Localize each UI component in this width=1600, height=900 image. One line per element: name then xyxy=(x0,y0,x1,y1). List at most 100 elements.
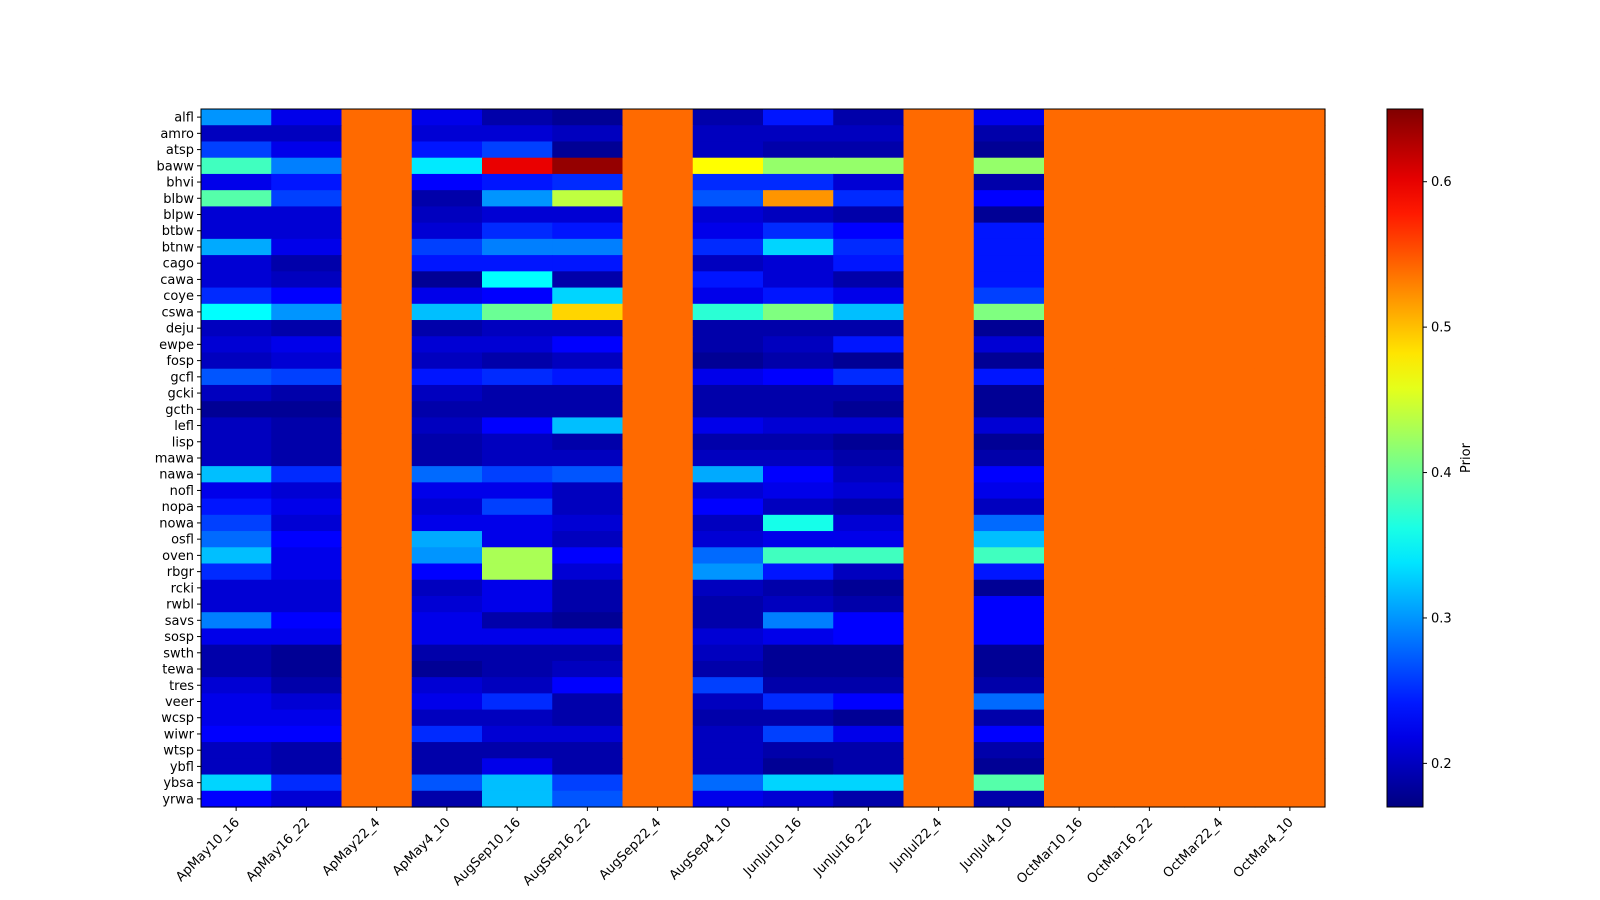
heatmap-cell xyxy=(411,514,483,532)
heatmap-cell xyxy=(271,401,343,419)
heatmap-cell xyxy=(201,173,272,191)
heatmap-cell xyxy=(552,563,624,581)
heatmap-cell xyxy=(341,303,413,321)
heatmap-cell xyxy=(1184,498,1256,516)
heatmap-cell xyxy=(1184,514,1256,532)
heatmap-cell xyxy=(973,368,1045,386)
heatmap-cell xyxy=(833,287,905,305)
heatmap-cell xyxy=(903,595,975,613)
colorbar-tick-label: 0.2 xyxy=(1431,757,1452,772)
heatmap-cell xyxy=(482,595,553,613)
heatmap-cell xyxy=(201,742,272,759)
heatmap-cell xyxy=(341,157,413,175)
heatmap-cell xyxy=(411,255,483,272)
heatmap-cell xyxy=(692,612,764,630)
heatmap-cell xyxy=(482,303,553,321)
heatmap-cell xyxy=(973,595,1045,613)
heatmap-cell xyxy=(1184,709,1256,727)
heatmap-cell xyxy=(1184,336,1256,354)
heatmap-cell xyxy=(1114,677,1186,694)
heatmap-cell xyxy=(271,677,343,694)
heatmap-cell xyxy=(973,758,1045,776)
heatmap-cell xyxy=(1254,547,1326,565)
colorbar-tick-label: 0.6 xyxy=(1431,175,1452,190)
heatmap-cell xyxy=(271,774,343,792)
heatmap-cell xyxy=(1044,109,1115,126)
heatmap-cell xyxy=(1114,368,1186,386)
heatmap-cell xyxy=(1044,238,1115,256)
heatmap-cell xyxy=(1254,336,1326,354)
colorbar-ticks: 0.2 0.3 0.4 0.5 0.6 xyxy=(1423,175,1452,772)
heatmap-cell xyxy=(1114,433,1186,451)
heatmap-cell xyxy=(903,271,975,289)
colorbar-gradient xyxy=(1386,108,1424,808)
heatmap-cell xyxy=(1254,482,1326,500)
heatmap-cell xyxy=(201,547,272,565)
heatmap-cell xyxy=(692,384,764,402)
heatmap-cell xyxy=(973,287,1045,305)
heatmap-cell xyxy=(692,222,764,240)
heatmap-cell xyxy=(271,612,343,630)
heatmap-cell xyxy=(833,725,905,743)
heatmap-cell xyxy=(1114,758,1186,776)
heatmap-cell xyxy=(903,417,975,435)
heatmap-cell xyxy=(271,595,343,613)
heatmap-cell xyxy=(692,482,764,500)
heatmap-cell xyxy=(833,579,905,597)
heatmap-cell xyxy=(1184,693,1256,711)
heatmap-cell xyxy=(903,449,975,467)
heatmap-cell xyxy=(1114,725,1186,743)
heatmap-cell xyxy=(552,190,624,207)
row-tick-label: wcsp xyxy=(161,711,194,726)
heatmap-cell xyxy=(622,238,694,256)
heatmap-cell xyxy=(763,742,834,759)
heatmap-cell xyxy=(201,579,272,597)
heatmap-cell xyxy=(763,660,834,678)
heatmap-cell xyxy=(1114,466,1186,483)
heatmap-cell xyxy=(903,368,975,386)
heatmap-cell xyxy=(622,206,694,224)
heatmap-cell xyxy=(552,595,624,613)
row-tick-label: tres xyxy=(169,679,194,694)
heatmap-cell xyxy=(201,693,272,711)
row-tick-label: baww xyxy=(157,159,195,174)
heatmap-cell xyxy=(903,628,975,646)
heatmap-cell xyxy=(833,320,905,337)
heatmap-cell xyxy=(903,157,975,175)
heatmap-cell xyxy=(201,303,272,321)
heatmap-cell xyxy=(411,141,483,159)
heatmap-cell xyxy=(552,709,624,727)
heatmap-cell xyxy=(271,644,343,662)
heatmap-cell xyxy=(622,579,694,597)
heatmap-cell xyxy=(1114,531,1186,548)
heatmap-cell xyxy=(1044,547,1115,565)
heatmap-cell xyxy=(482,774,553,792)
heatmap-cell xyxy=(1044,758,1115,776)
heatmap-cell xyxy=(622,157,694,175)
heatmap-cell xyxy=(1114,287,1186,305)
heatmap-cell xyxy=(622,514,694,532)
heatmap-cell xyxy=(1254,287,1326,305)
heatmap-cell xyxy=(692,774,764,792)
heatmap-cell xyxy=(271,173,343,191)
heatmap-cell xyxy=(1254,466,1326,483)
row-tick-label: bhvi xyxy=(166,176,194,191)
heatmap-cell xyxy=(903,206,975,224)
heatmap-cell xyxy=(341,547,413,565)
heatmap-cell xyxy=(1044,660,1115,678)
heatmap-cell xyxy=(833,466,905,483)
heatmap-cell xyxy=(1254,774,1326,792)
heatmap-cell xyxy=(692,303,764,321)
heatmap-cell xyxy=(763,547,834,565)
heatmap-cell xyxy=(763,222,834,240)
heatmap-cell xyxy=(482,742,553,759)
heatmap-cell xyxy=(341,725,413,743)
row-tick-label: yrwa xyxy=(162,792,194,807)
heatmap-cell xyxy=(552,401,624,419)
column-tick-label: JunJul16_22 xyxy=(810,815,875,880)
heatmap-cell xyxy=(763,563,834,581)
heatmap-cell xyxy=(973,725,1045,743)
heatmap-cell xyxy=(1114,790,1186,808)
heatmap-cell xyxy=(552,790,624,808)
